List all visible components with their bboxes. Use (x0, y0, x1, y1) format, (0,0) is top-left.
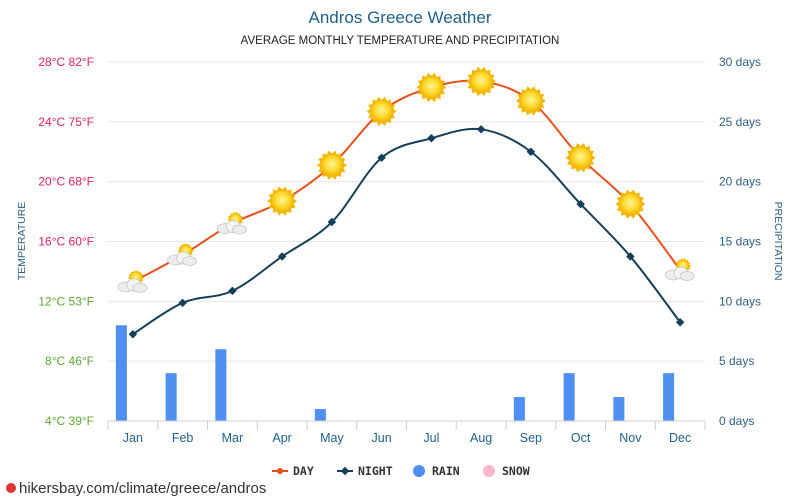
temperature-lines (128, 78, 685, 339)
sun-disc (371, 100, 393, 122)
legend-label: DAY (293, 464, 314, 478)
rain-bar (563, 373, 575, 421)
x-tick-label: Apr (272, 431, 291, 445)
y-right-tick-label: 25 days (719, 115, 761, 129)
legend-label: RAIN (432, 464, 460, 478)
cloud-part (679, 271, 695, 281)
rain-bars (115, 325, 675, 421)
night-point (178, 298, 187, 308)
y-right-tick-label: 5 days (719, 354, 754, 368)
grid-layer (108, 61, 705, 422)
legend-item-day: DAY (272, 464, 314, 478)
sun-icon (515, 86, 546, 116)
y-tick-label: 20°C 68°F (38, 175, 94, 189)
legend-marker (340, 466, 350, 476)
y-right-tick-label: 20 days (719, 175, 761, 189)
x-tick-label: Dec (669, 431, 691, 445)
sun-cloud-icon (664, 258, 695, 281)
y-tick-label: 12°C 53°F (38, 294, 94, 308)
sun-disc (520, 90, 542, 112)
legend: DAY NIGHT RAIN SNOW (272, 464, 530, 478)
y-right-tick-label: 0 days (719, 414, 754, 428)
rain-bar (215, 349, 227, 421)
sun-disc (570, 147, 592, 169)
y-tick-label: 4°C 39°F (45, 414, 94, 428)
sun-icon (416, 72, 447, 103)
legend-dot-swatch (413, 465, 425, 477)
x-tick-label: Jan (123, 431, 143, 445)
sun-disc (619, 193, 641, 215)
y-right-tick-label: 10 days (719, 294, 761, 308)
weather-icons (117, 66, 695, 293)
sun-disc (420, 76, 442, 98)
sun-cloud-icon (167, 243, 198, 266)
y-tick-label: 28°C 82°F (38, 55, 94, 69)
rain-bar (663, 373, 675, 421)
night-point (675, 318, 685, 327)
cloud-part (231, 224, 247, 235)
map-pin-icon (6, 483, 16, 493)
night-temperature-line (132, 127, 681, 336)
sun-icon (565, 143, 596, 173)
watermark-text: hikersbay.com/climate/greece/andros (19, 480, 267, 497)
rain-bar (165, 373, 177, 421)
chart-subtitle: AVERAGE MONTHLY TEMPERATURE AND PRECIPIT… (240, 35, 560, 47)
axes: 4°C 39°F 0 days 8°C 46°F 5 days 12°C 53°F 10 … (16, 55, 784, 445)
chart-title: Andros Greece Weather (308, 8, 492, 27)
night-point (427, 134, 436, 143)
y-tick-label: 16°C 60°F (38, 235, 94, 249)
y-tick-label: 24°C 75°F (38, 115, 94, 129)
cloud-part (132, 282, 148, 293)
sun-icon (316, 150, 347, 180)
rain-bar (513, 397, 525, 421)
legend-label: NIGHT (358, 464, 393, 478)
night-point (128, 329, 138, 339)
y-right-axis-title: PRECIPITATION (772, 202, 784, 281)
sun-cloud-icon (216, 211, 247, 235)
sun-disc (470, 70, 492, 92)
rain-bar (613, 397, 625, 421)
x-tick-label: Mar (222, 431, 244, 445)
x-tick-label: May (320, 431, 344, 445)
x-tick-label: Feb (172, 431, 194, 445)
sun-icon (466, 66, 497, 97)
legend-item-night: NIGHT (337, 464, 393, 478)
sun-icon (267, 186, 298, 216)
legend-item-snow: SNOW (483, 464, 530, 478)
sun-icon (615, 189, 646, 219)
sun-icon (366, 96, 397, 126)
night-point (377, 153, 386, 162)
y-right-tick-label: 30 days (719, 55, 761, 69)
x-tick-label: Aug (470, 431, 492, 445)
rain-bar (115, 325, 127, 421)
night-point (327, 217, 337, 227)
legend-marker (277, 468, 283, 474)
cloud-part (182, 256, 198, 266)
rain-bar (314, 409, 326, 421)
legend-dot-swatch (483, 465, 495, 477)
x-tick-label: Jun (372, 431, 392, 445)
legend-item-rain: RAIN (413, 464, 460, 478)
x-tick-label: Sep (520, 431, 542, 445)
night-point (228, 286, 237, 296)
night-point (476, 125, 486, 134)
x-tick-label: Oct (571, 431, 591, 445)
sun-disc (321, 154, 343, 176)
legend-label: SNOW (502, 464, 530, 478)
y-right-tick-label: 15 days (719, 235, 761, 249)
x-tick-label: Jul (423, 431, 439, 445)
x-tick-label: Nov (619, 431, 642, 445)
sun-disc (271, 190, 293, 212)
sun-cloud-icon (117, 270, 148, 293)
y-axis-title: TEMPERATURE (16, 202, 28, 281)
y-tick-label: 8°C 46°F (45, 354, 94, 368)
watermark[interactable]: hikersbay.com/climate/greece/andros (6, 480, 266, 497)
